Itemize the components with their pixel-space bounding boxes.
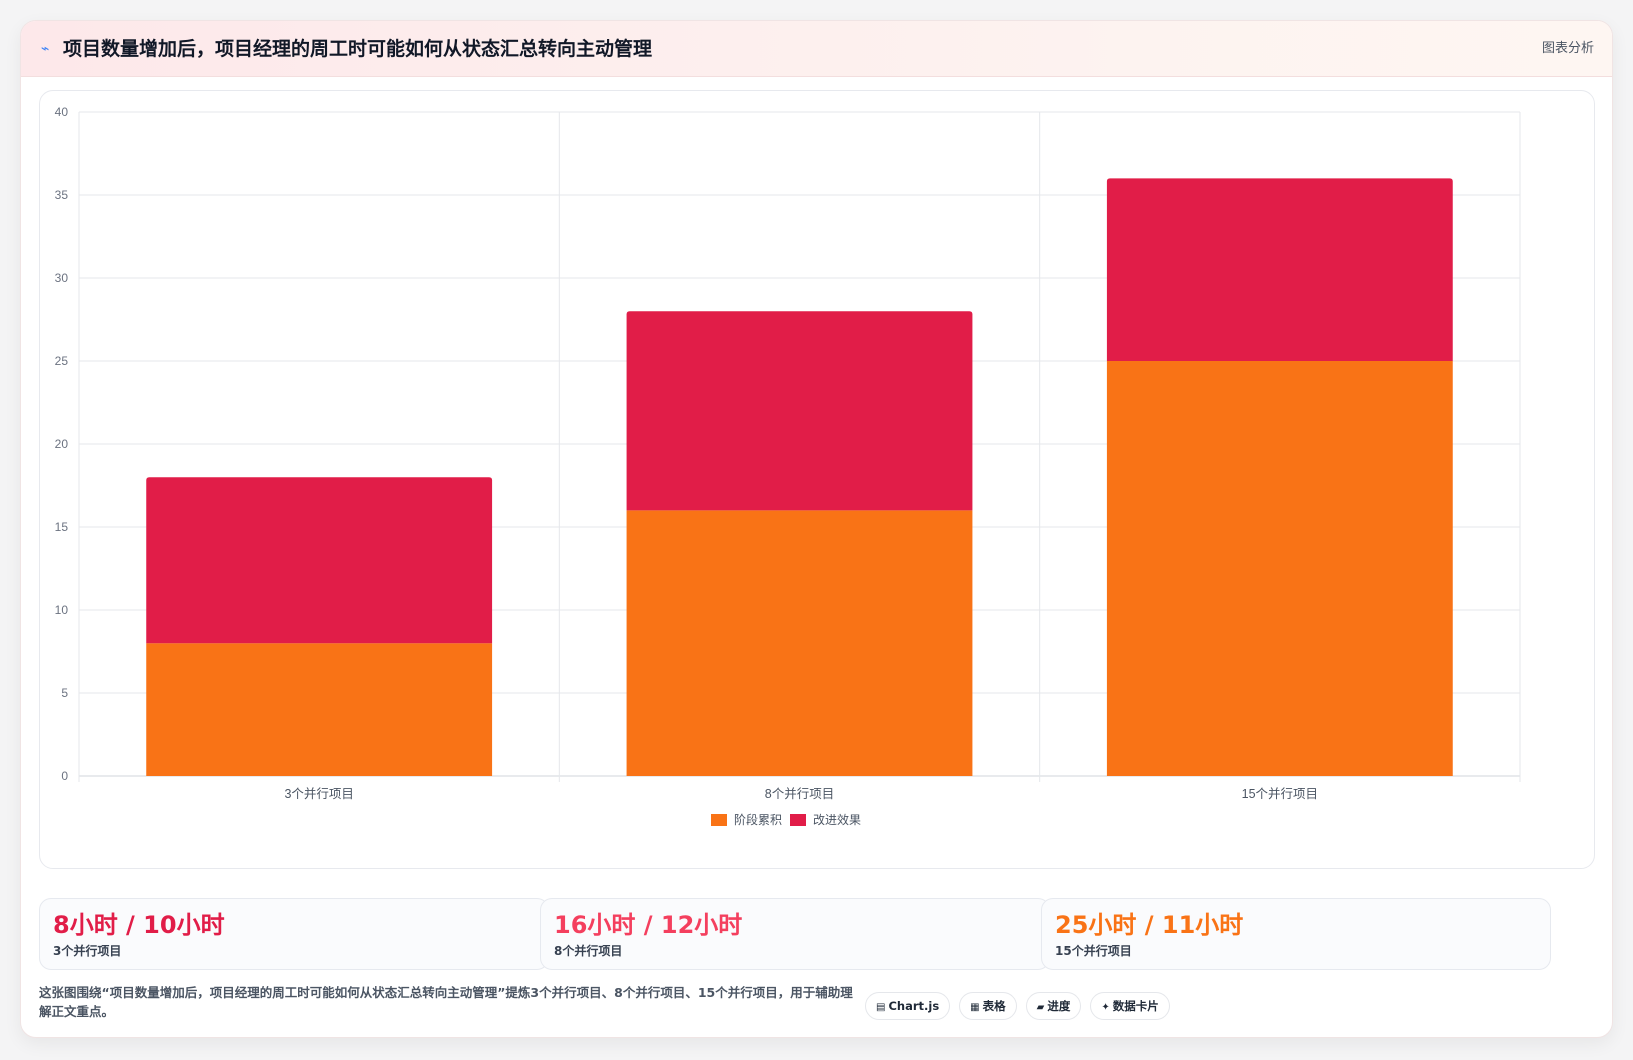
- stat-value: 16小时 / 12小时: [554, 911, 743, 939]
- y-tick-label: 30: [55, 271, 69, 285]
- x-tick-label: 15个并行项目: [1242, 787, 1318, 801]
- legend-swatch: [711, 814, 727, 826]
- legend-swatch: [790, 814, 806, 826]
- legend-label: 阶段累积: [734, 812, 782, 827]
- stat-card-3: 8小时 / 10小时 3个并行项目: [39, 898, 549, 970]
- table-icon: ▦: [970, 1002, 980, 1013]
- bar-stage-accumulation: [1106, 361, 1453, 776]
- x-tick-label: 3个并行项目: [284, 787, 353, 801]
- stat-value: 8小时 / 10小时: [53, 911, 225, 939]
- chip-label: 表格: [982, 999, 1006, 1013]
- tech-chips: ▤ Chart.js ▦ 表格 ▰ 进度 ✦ 数据卡片: [865, 992, 1170, 1020]
- bar-improvement-effect: [1106, 178, 1453, 361]
- y-tick-label: 20: [55, 437, 69, 451]
- chip-progress[interactable]: ▰ 进度: [1025, 992, 1082, 1020]
- x-tick-label: 8个并行项目: [765, 787, 834, 801]
- page-title: 项目数量增加后，项目经理的周工时可能如何从状态汇总转向主动管理: [63, 38, 653, 60]
- bar-stage-accumulation: [626, 510, 973, 776]
- y-tick-label: 10: [55, 603, 69, 617]
- progress-icon: ▰: [1036, 1002, 1045, 1013]
- chart-card: ⌁ 项目数量增加后，项目经理的周工时可能如何从状态汇总转向主动管理 图表分析 0…: [20, 20, 1613, 1038]
- chip-label: 进度: [1047, 999, 1071, 1013]
- chip-data-cards[interactable]: ✦ 数据卡片: [1090, 992, 1170, 1020]
- y-tick-label: 0: [61, 769, 68, 783]
- bar-improvement-effect: [626, 311, 973, 511]
- card-header: ⌁ 项目数量增加后，项目经理的周工时可能如何从状态汇总转向主动管理 图表分析: [21, 21, 1612, 77]
- sparkle-icon: ✦: [1101, 1002, 1110, 1013]
- chart-container: 0 5 10 15 20 25 30 35 40 3个并行项目 8个并行项目 15个并行项目阶段累积 改…: [39, 90, 1595, 869]
- y-tick-label: 40: [55, 105, 69, 119]
- chip-chartjs[interactable]: ▤ Chart.js: [865, 992, 951, 1020]
- y-tick-label: 35: [55, 188, 69, 202]
- chip-table[interactable]: ▦ 表格: [959, 992, 1017, 1020]
- chart-icon: ▤: [876, 1002, 886, 1013]
- legend-label: 改进效果: [813, 812, 861, 827]
- y-tick-label: 25: [55, 354, 69, 368]
- stat-label: 3个并行项目: [53, 944, 122, 958]
- spark-icon: ⌁: [41, 41, 50, 57]
- chart-description: 这张图围绕“项目数量增加后，项目经理的周工时可能如何从状态汇总转向主动管理”提炼…: [39, 985, 853, 1019]
- stat-label: 15个并行项目: [1055, 944, 1132, 958]
- stat-value: 25小时 / 11小时: [1055, 911, 1244, 939]
- stat-card-8: 16小时 / 12小时 8个并行项目: [540, 898, 1050, 970]
- stat-card-15: 25小时 / 11小时 15个并行项目: [1041, 898, 1551, 970]
- stat-label: 8个并行项目: [554, 944, 623, 958]
- y-tick-label: 15: [55, 520, 69, 534]
- bar-improvement-effect: [146, 477, 493, 644]
- chart-analysis-tag: 图表分析: [1541, 41, 1594, 56]
- bar-stage-accumulation: [146, 643, 493, 776]
- chip-label: 数据卡片: [1112, 999, 1159, 1013]
- chip-label: Chart.js: [888, 999, 940, 1013]
- y-tick-label: 5: [61, 686, 68, 700]
